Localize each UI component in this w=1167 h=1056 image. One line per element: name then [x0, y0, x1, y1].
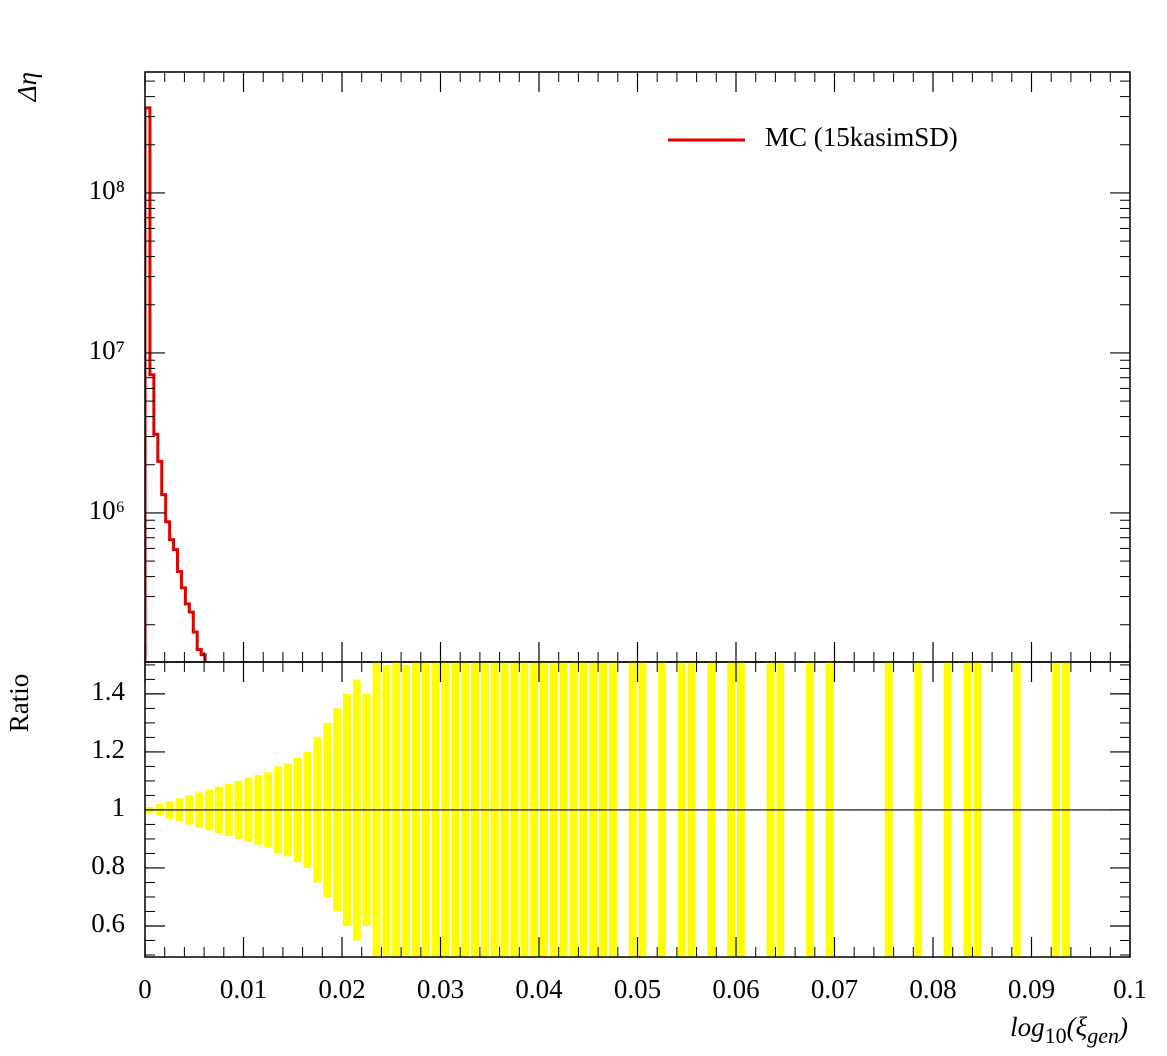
- x-axis-title: log10(ξgen): [1010, 1012, 1128, 1048]
- error-band: [687, 662, 696, 957]
- y-tick-label: 0.8: [91, 850, 125, 880]
- error-band: [884, 662, 893, 957]
- y-tick-label: 10⁶: [89, 495, 125, 525]
- frame: [144, 71, 1131, 663]
- error-band: [1062, 662, 1070, 957]
- x-axis-title-part: 10: [1045, 1023, 1067, 1048]
- plot-area: [145, 106, 207, 662]
- x-tick-label: 0.1: [1113, 974, 1147, 1004]
- x-axis-title-part: gen: [1087, 1023, 1119, 1048]
- y-tick-label: 1: [112, 792, 126, 822]
- error-band: [677, 662, 686, 957]
- error-band: [766, 662, 775, 957]
- x-tick-label: 0.02: [318, 974, 365, 1004]
- x-axis-title-part: log: [1010, 1012, 1045, 1042]
- x-axis-title-part: (ξ: [1067, 1012, 1088, 1042]
- x-tick-label: 0: [138, 974, 152, 1004]
- y-axis-title: Δη: [12, 72, 42, 102]
- y-tick-label: 10⁸: [89, 175, 125, 205]
- legend-label: MC (15kasimSD): [765, 122, 958, 152]
- y-axis-title: Ratio: [4, 674, 34, 733]
- x-tick-label: 0.09: [1008, 974, 1055, 1004]
- x-tick-label: 0.04: [515, 974, 563, 1004]
- error-band: [963, 662, 972, 957]
- x-tick-label: 0.07: [811, 974, 858, 1004]
- y-tick-label: 0.6: [91, 908, 125, 938]
- error-band: [776, 662, 785, 957]
- x-tick-label: 0.06: [712, 974, 759, 1004]
- x-axis-title-part: ): [1117, 1012, 1128, 1042]
- x-tick-label: 0.05: [614, 974, 661, 1004]
- x-tick-label: 0.08: [909, 974, 956, 1004]
- y-tick-label: 1.4: [91, 676, 125, 706]
- y-tick-label: 1.2: [91, 734, 125, 764]
- x-tick-label: 0.01: [220, 974, 267, 1004]
- x-tick-label: 0.03: [417, 974, 464, 1004]
- y-tick-label: 10⁷: [89, 335, 125, 365]
- error-band: [973, 662, 982, 957]
